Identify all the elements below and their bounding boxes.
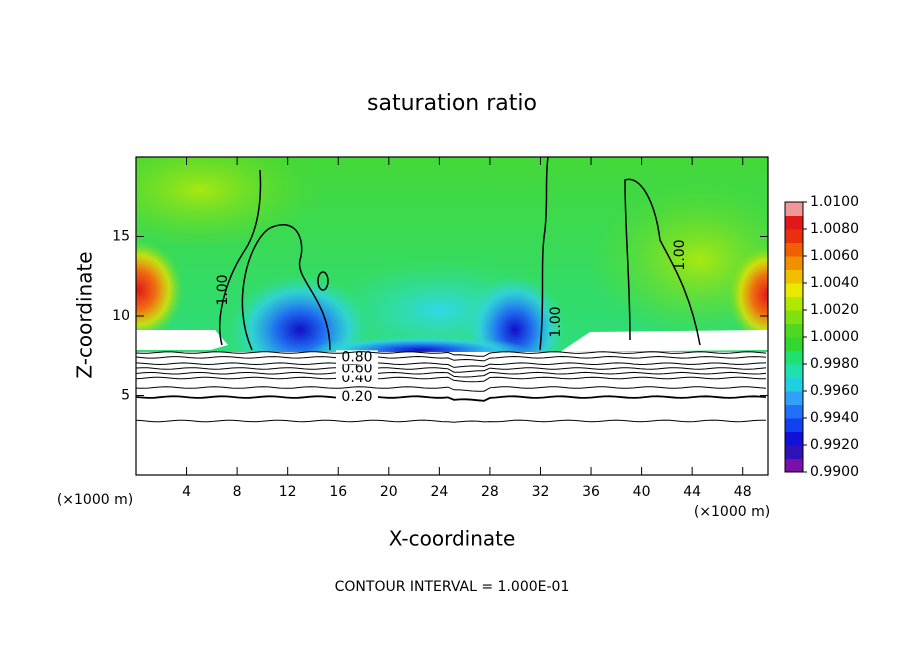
- y-tick-label: 15: [112, 229, 130, 245]
- colorbar-band: [785, 431, 803, 446]
- colorbar-band: [785, 418, 803, 432]
- colorbar-band: [785, 391, 803, 405]
- colorbar-tick-label: 1.0100: [810, 194, 859, 210]
- colorbar-band: [785, 296, 803, 311]
- x-tick-label: 32: [532, 484, 550, 500]
- colorbar-band: [785, 256, 803, 270]
- contour-line: [135, 386, 767, 392]
- colorbar-band: [785, 283, 803, 297]
- colorbar-tick-label: 1.0040: [810, 275, 859, 291]
- x-tick-label: 4: [182, 484, 191, 500]
- contour-line: [135, 362, 767, 368]
- x-tick-label: 48: [734, 484, 752, 500]
- y-axis-label: Z-coordinate: [73, 251, 97, 378]
- colorbar-tick-label: 0.9980: [810, 356, 859, 372]
- contour-label-bg: [336, 350, 378, 365]
- colorbar-band: [785, 229, 803, 243]
- contour-line: [135, 355, 767, 362]
- colorbar-tick-label: 0.9920: [810, 437, 859, 453]
- colorbar-band: [785, 310, 803, 324]
- x-tick-label: 16: [329, 484, 347, 500]
- contour-line: [135, 419, 767, 423]
- colorbar-band: [785, 323, 803, 338]
- contour-label: 1.00: [215, 274, 231, 305]
- contour-label-bg: [336, 390, 378, 405]
- contour-line: [135, 351, 767, 357]
- contour-label-bg: [336, 361, 378, 376]
- colorbar-band: [785, 364, 803, 378]
- x-tick-label: 24: [430, 484, 448, 500]
- colorbar-band: [785, 377, 803, 392]
- contour-label: 1.00: [548, 306, 564, 337]
- colorbar-band: [785, 269, 803, 284]
- colorbar-tick-label: 1.0020: [810, 302, 859, 318]
- x-unit: (×1000 m): [57, 492, 133, 508]
- x-tick-label: 12: [279, 484, 297, 500]
- colorbar-band: [785, 242, 803, 257]
- contour-line: [135, 371, 767, 378]
- colorbar-tick-label: 1.0000: [810, 329, 859, 345]
- colorbar-tick-label: 1.0080: [810, 221, 859, 237]
- x-tick-label: 44: [683, 484, 701, 500]
- colorbar-band: [785, 202, 803, 216]
- colorbar-tick-label: 0.9960: [810, 383, 859, 399]
- footnote: CONTOUR INTERVAL = 1.000E-01: [335, 579, 570, 595]
- colorbar-band: [785, 445, 803, 459]
- x-tick-label: 36: [582, 484, 600, 500]
- y-tick-label: 5: [121, 388, 130, 404]
- colorbar-tick-label: 0.9900: [810, 464, 859, 480]
- chart-title: saturation ratio: [367, 91, 537, 116]
- x-axis-label: X-coordinate: [389, 527, 516, 551]
- y-tick-label: 10: [112, 308, 130, 324]
- colorbar-band: [785, 350, 803, 365]
- colorbar-band: [785, 458, 803, 473]
- colorbar-tick-label: 1.0060: [810, 248, 859, 264]
- field: [136, 157, 768, 475]
- contour-line: [135, 367, 767, 373]
- x-unit: (×1000 m): [694, 504, 770, 520]
- contour-label: 0.80: [341, 349, 372, 365]
- colorbar-band: [785, 404, 803, 419]
- x-tick-label: 28: [481, 484, 499, 500]
- colorbar-band: [785, 215, 803, 230]
- colorbar-band: [785, 337, 803, 351]
- x-tick-label: 40: [633, 484, 651, 500]
- x-tick-label: 8: [233, 484, 242, 500]
- colorbar-tick-label: 0.9940: [810, 410, 859, 426]
- contour-label: 1.00: [672, 239, 688, 270]
- contour-line: [135, 395, 767, 402]
- contour-label: 0.20: [341, 389, 372, 405]
- contour-line: [135, 376, 767, 383]
- x-tick-label: 20: [380, 484, 398, 500]
